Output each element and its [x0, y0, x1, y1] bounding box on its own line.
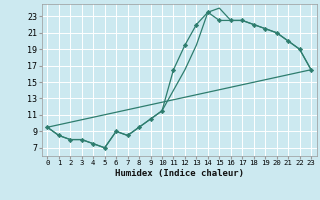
- X-axis label: Humidex (Indice chaleur): Humidex (Indice chaleur): [115, 169, 244, 178]
